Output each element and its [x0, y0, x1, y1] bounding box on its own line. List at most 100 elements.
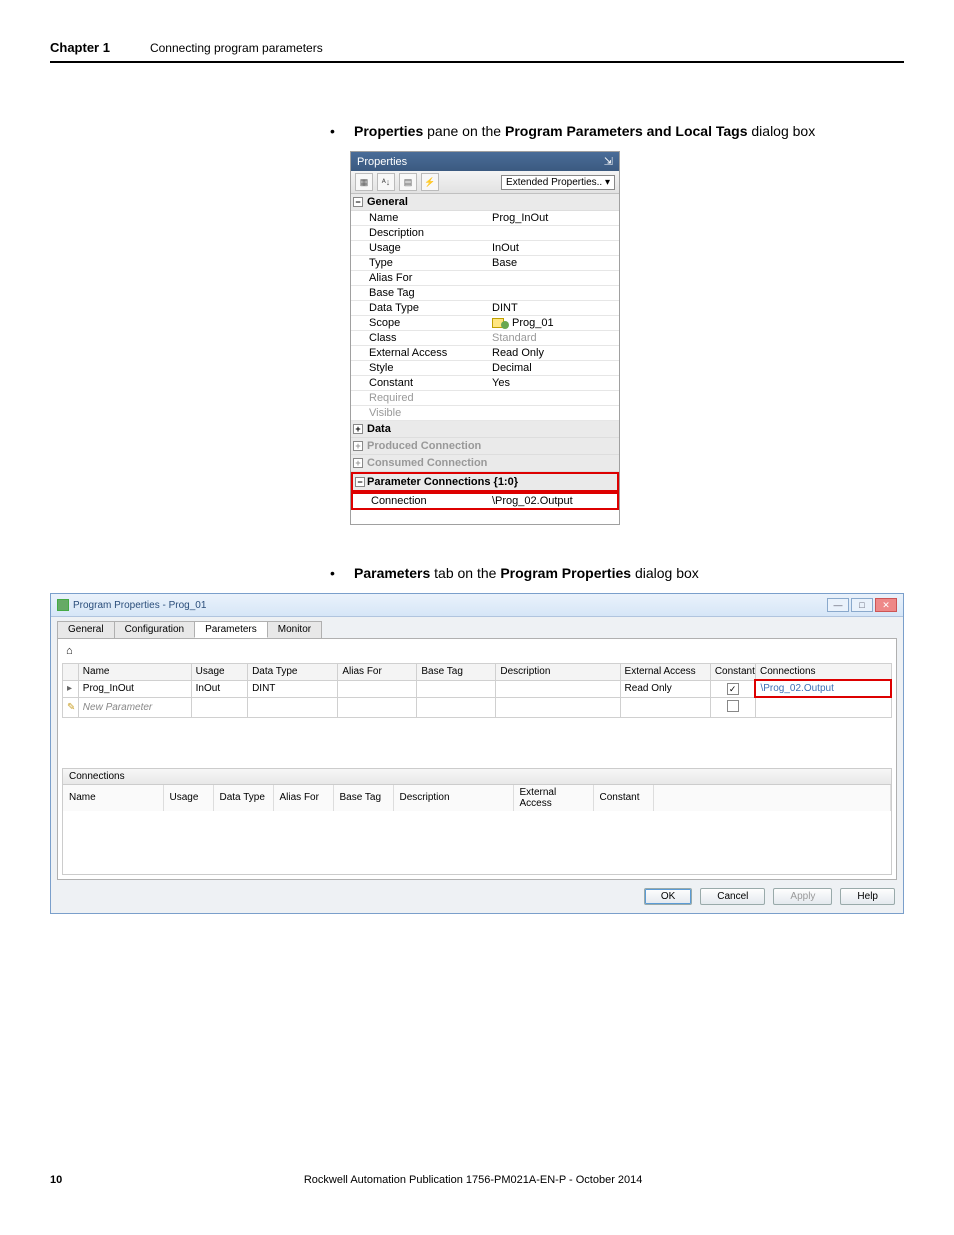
lower-col-name[interactable]: Name [63, 785, 163, 811]
lower-col-datatype[interactable]: Data Type [213, 785, 273, 811]
ok-button[interactable]: OK [644, 888, 692, 905]
prop-row-aliasfor: Alias For [351, 271, 619, 286]
cell-description[interactable] [496, 680, 620, 697]
cell-name[interactable]: Prog_InOut [78, 680, 191, 697]
prop-row-usage: UsageInOut [351, 241, 619, 256]
prop-key: Data Type [369, 302, 492, 314]
tab-general[interactable]: General [57, 621, 115, 638]
prop-value [492, 227, 615, 239]
lower-col-aliasfor[interactable]: Alias For [273, 785, 333, 811]
txt-bold: Properties [354, 123, 423, 139]
prop-key: Style [369, 362, 492, 374]
section-data[interactable]: + Data [351, 421, 619, 438]
expand-icon[interactable]: + [353, 424, 363, 434]
lower-col-basetag[interactable]: Base Tag [333, 785, 393, 811]
col-name[interactable]: Name [78, 664, 191, 681]
col-connections[interactable]: Connections [755, 664, 891, 681]
txt: tab on the [430, 565, 500, 581]
tab-monitor[interactable]: Monitor [267, 621, 322, 638]
lower-col-extaccess[interactable]: External Access [513, 785, 593, 811]
section-label: Consumed Connection [367, 457, 487, 469]
section-label: General [367, 196, 408, 208]
lower-col-usage[interactable]: Usage [163, 785, 213, 811]
prop-row-class: ClassStandard [351, 331, 619, 346]
prop-key: Class [369, 332, 492, 344]
close-button[interactable]: ✕ [875, 598, 897, 612]
prop-value: DINT [492, 302, 615, 314]
tab-body-parameters: ⌂ Name Usage Data Type Alias For Base Ta… [57, 638, 897, 880]
col-constant[interactable]: Constant [710, 664, 755, 681]
table-row-new[interactable]: ✎ New Parameter [63, 697, 892, 717]
checkbox-checked-icon[interactable]: ✓ [727, 683, 739, 695]
minimize-button[interactable]: — [827, 598, 849, 612]
cell-basetag[interactable] [417, 680, 496, 697]
cell-extaccess[interactable]: Read Only [620, 680, 710, 697]
col-expand [63, 664, 79, 681]
cell-new-parameter[interactable]: New Parameter [78, 697, 191, 717]
col-description[interactable]: Description [496, 664, 620, 681]
col-usage[interactable]: Usage [191, 664, 247, 681]
properties-titlebar: Properties ⇲ [351, 152, 619, 171]
page-header: Chapter 1 Connecting program parameters [50, 40, 904, 63]
help-button[interactable]: Help [840, 888, 895, 905]
lower-col-description[interactable]: Description [393, 785, 513, 811]
prop-row-type: TypeBase [351, 256, 619, 271]
prop-key: Base Tag [369, 287, 492, 299]
prop-row-connection: Connection \Prog_02.Output [351, 492, 619, 510]
cell-constant[interactable]: ✓ [710, 680, 755, 697]
prop-value [492, 272, 615, 284]
collapse-icon[interactable]: − [353, 197, 363, 207]
prop-row-constant: ConstantYes [351, 376, 619, 391]
collapse-icon[interactable]: − [355, 477, 365, 487]
pin-icon[interactable]: ⇲ [604, 155, 613, 168]
prop-value [492, 287, 615, 299]
prop-key: Constant [369, 377, 492, 389]
dialog-buttons: OK Cancel Apply Help [51, 880, 903, 913]
page-icon[interactable]: ▤ [399, 173, 417, 191]
prop-key: Required [369, 392, 492, 404]
lower-col-constant[interactable]: Constant [593, 785, 653, 811]
dialog-titlebar: Program Properties - Prog_01 — □ ✕ [51, 594, 903, 617]
categorize-icon[interactable]: ▦ [355, 173, 373, 191]
tab-parameters[interactable]: Parameters [194, 621, 268, 638]
section-produced-connection: + Produced Connection [351, 438, 619, 455]
properties-title: Properties [357, 156, 407, 168]
page-footer: 10 Rockwell Automation Publication 1756-… [50, 1174, 904, 1186]
publication-info: Rockwell Automation Publication 1756-PM0… [304, 1174, 643, 1186]
col-basetag[interactable]: Base Tag [417, 664, 496, 681]
pencil-icon: ✎ [63, 697, 79, 717]
prop-key: Visible [369, 407, 492, 419]
checkbox-icon[interactable] [727, 700, 739, 712]
expand-icon[interactable]: + [353, 441, 363, 451]
prop-row-visible: Visible [351, 406, 619, 421]
prop-key: Connection [371, 495, 492, 507]
prop-value: Prog_01 [492, 317, 615, 329]
cell-aliasfor[interactable] [338, 680, 417, 697]
prop-key: Usage [369, 242, 492, 254]
col-aliasfor[interactable]: Alias For [338, 664, 417, 681]
dialog-tabs: General Configuration Parameters Monitor [51, 617, 903, 638]
home-icon[interactable]: ⌂ [66, 645, 80, 659]
prop-row-scope: ScopeProg_01 [351, 316, 619, 331]
program-properties-dialog: Program Properties - Prog_01 — □ ✕ Gener… [50, 593, 904, 914]
section-general[interactable]: − General [351, 194, 619, 211]
extended-properties-dropdown[interactable]: Extended Properties.. ▾ [501, 175, 615, 190]
col-datatype[interactable]: Data Type [248, 664, 338, 681]
dialog-icon [57, 599, 69, 611]
sort-icon[interactable]: ᴬ↓ [377, 173, 395, 191]
table-row[interactable]: ▸ Prog_InOut InOut DINT Read Only ✓ \Pro… [63, 680, 892, 697]
section-parameter-connections[interactable]: − Parameter Connections {1:0} [351, 472, 619, 492]
col-extaccess[interactable]: External Access [620, 664, 710, 681]
tab-configuration[interactable]: Configuration [114, 621, 195, 638]
cell-datatype[interactable]: DINT [248, 680, 338, 697]
apply-button[interactable]: Apply [773, 888, 832, 905]
cell-usage[interactable]: InOut [191, 680, 247, 697]
maximize-button[interactable]: □ [851, 598, 873, 612]
prop-value: Base [492, 257, 615, 269]
cancel-button[interactable]: Cancel [700, 888, 765, 905]
section-label: Data [367, 423, 391, 435]
expand-icon[interactable]: + [353, 458, 363, 468]
bolt-icon[interactable]: ⚡ [421, 173, 439, 191]
properties-toolbar: ▦ ᴬ↓ ▤ ⚡ Extended Properties.. ▾ [351, 171, 619, 194]
cell-connections[interactable]: \Prog_02.Output [755, 680, 891, 697]
